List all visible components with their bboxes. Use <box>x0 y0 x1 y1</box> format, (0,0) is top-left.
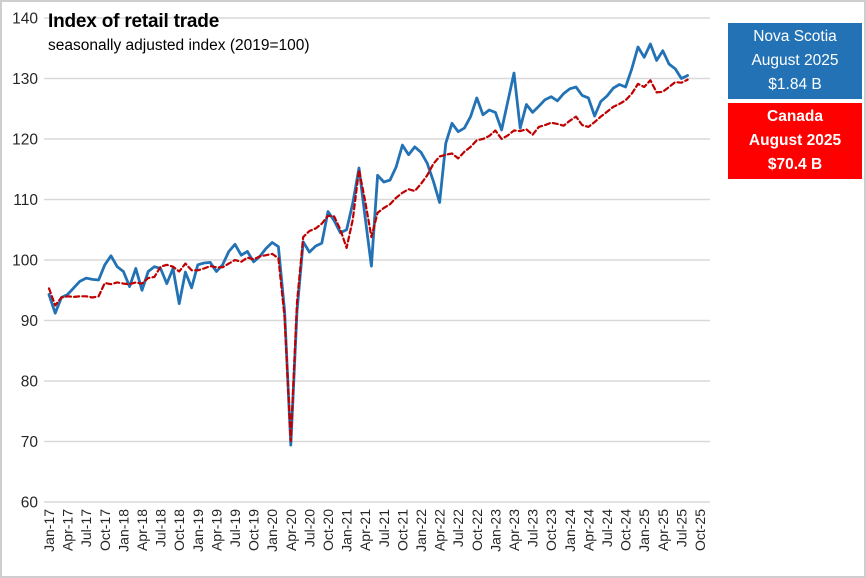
svg-text:Jul-18: Jul-18 <box>153 509 169 547</box>
legend-ns-value: $1.84 B <box>768 76 822 93</box>
svg-text:Apr-23: Apr-23 <box>506 509 522 551</box>
y-axis-labels: 60 70 80 90 100 110 120 130 140 <box>12 11 38 512</box>
svg-text:Jul-22: Jul-22 <box>450 509 466 547</box>
svg-text:100: 100 <box>12 253 38 270</box>
legend-ns-period: August 2025 <box>751 52 839 69</box>
svg-text:Jan-20: Jan-20 <box>264 509 280 552</box>
svg-text:Jan-18: Jan-18 <box>115 509 131 552</box>
legend-box-nova-scotia: Nova Scotia August 2025 $1.84 B <box>728 23 862 99</box>
svg-text:Jul-21: Jul-21 <box>376 509 392 547</box>
svg-text:Apr-17: Apr-17 <box>60 509 76 551</box>
svg-text:Jul-23: Jul-23 <box>525 509 541 547</box>
chart-subtitle: seasonally adjusted index (2019=100) <box>48 37 310 54</box>
svg-text:140: 140 <box>12 11 38 28</box>
legend-ca-period: August 2025 <box>748 132 842 149</box>
svg-text:Jan-25: Jan-25 <box>636 509 652 552</box>
svg-text:130: 130 <box>12 71 38 88</box>
svg-text:Jan-23: Jan-23 <box>487 509 503 552</box>
svg-text:Oct-18: Oct-18 <box>171 509 187 551</box>
legend: Nova Scotia August 2025 $1.84 B Canada A… <box>728 23 862 179</box>
svg-text:Jul-19: Jul-19 <box>227 509 243 547</box>
svg-text:Jul-25: Jul-25 <box>673 509 689 547</box>
svg-text:Apr-25: Apr-25 <box>655 509 671 551</box>
svg-text:Oct-22: Oct-22 <box>469 509 485 551</box>
series-line-nova-scotia <box>47 42 689 447</box>
legend-ca-value: $70.4 B <box>767 156 823 173</box>
svg-text:Jan-24: Jan-24 <box>562 509 578 552</box>
svg-text:Apr-19: Apr-19 <box>208 509 224 551</box>
svg-text:Apr-22: Apr-22 <box>432 509 448 551</box>
svg-text:Apr-24: Apr-24 <box>580 509 596 551</box>
svg-text:Jan-21: Jan-21 <box>339 509 355 552</box>
legend-ns-region: Nova Scotia <box>753 28 837 45</box>
svg-text:Oct-21: Oct-21 <box>394 509 410 551</box>
svg-text:Oct-23: Oct-23 <box>543 509 559 551</box>
svg-text:110: 110 <box>13 192 38 209</box>
svg-text:Jan-19: Jan-19 <box>190 509 206 552</box>
svg-text:Apr-20: Apr-20 <box>283 509 299 551</box>
svg-text:60: 60 <box>21 495 39 512</box>
svg-text:Apr-18: Apr-18 <box>134 509 150 551</box>
svg-text:Oct-20: Oct-20 <box>320 509 336 551</box>
svg-text:Jul-17: Jul-17 <box>78 509 94 547</box>
legend-box-canada: Canada August 2025 $70.4 B <box>728 103 862 179</box>
svg-text:70: 70 <box>21 434 39 451</box>
chart-title: Index of retail trade <box>48 11 220 32</box>
svg-text:Oct-17: Oct-17 <box>97 509 113 551</box>
svg-text:Jan-22: Jan-22 <box>413 509 429 552</box>
svg-text:Oct-24: Oct-24 <box>618 509 634 551</box>
svg-text:Jul-24: Jul-24 <box>599 509 615 547</box>
svg-text:Jan-17: Jan-17 <box>41 509 57 552</box>
svg-text:Apr-21: Apr-21 <box>357 509 373 551</box>
series-line-canada <box>47 78 689 442</box>
svg-text:Oct-25: Oct-25 <box>692 509 708 551</box>
svg-text:Oct-19: Oct-19 <box>246 509 262 551</box>
legend-ca-region: Canada <box>767 108 823 125</box>
svg-text:90: 90 <box>21 313 39 330</box>
x-axis-labels: Jan-17 Apr-17 Jul-17 Oct-17 Jan-18 Apr-18 Jul-… <box>41 509 708 552</box>
svg-text:120: 120 <box>12 132 38 149</box>
svg-text:80: 80 <box>21 374 39 391</box>
svg-text:Jul-20: Jul-20 <box>301 509 317 547</box>
